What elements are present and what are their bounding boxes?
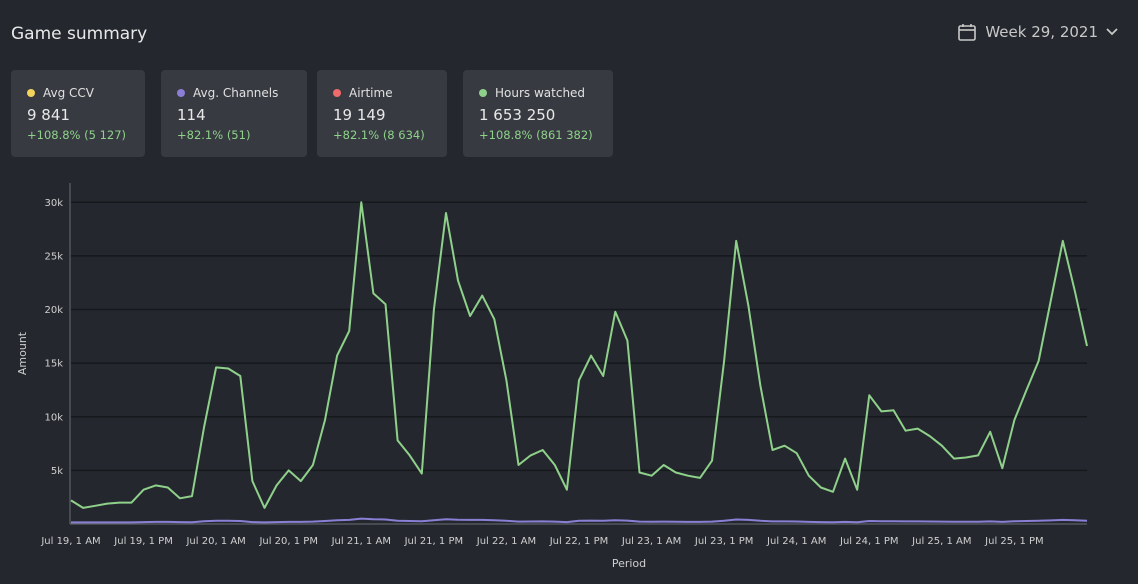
card-label: Airtime bbox=[349, 86, 393, 100]
x-tick-label: Jul 25, 1 AM bbox=[911, 536, 971, 547]
card-change: +82.1% (51) bbox=[177, 128, 251, 142]
x-tick-label: Jul 23, 1 AM bbox=[621, 536, 681, 547]
card-label-row: Avg CCV bbox=[27, 86, 129, 100]
legend-dot bbox=[27, 89, 35, 97]
legend-dot bbox=[333, 89, 341, 97]
card-change: +108.8% (861 382) bbox=[479, 128, 593, 142]
legend-dot bbox=[479, 89, 487, 97]
stat-card: Avg. Channels 114 +82.1% (51) bbox=[161, 70, 307, 157]
card-label-row: Airtime bbox=[333, 86, 431, 100]
x-tick-label: Jul 19, 1 AM bbox=[40, 536, 100, 547]
stat-card: Airtime 19 149 +82.1% (8 634) bbox=[317, 70, 447, 157]
x-tick-label: Jul 21, 1 AM bbox=[331, 536, 391, 547]
stat-card: Avg CCV 9 841 +108.8% (5 127) bbox=[11, 70, 145, 157]
x-tick-label: Jul 24, 1 PM bbox=[839, 536, 899, 547]
x-tick-label: Jul 24, 1 AM bbox=[766, 536, 826, 547]
card-value: 114 bbox=[177, 106, 206, 124]
y-tick-label: 25k bbox=[44, 251, 63, 262]
x-tick-label: Jul 23, 1 PM bbox=[694, 536, 754, 547]
card-change: +82.1% (8 634) bbox=[333, 128, 425, 142]
card-change: +108.8% (5 127) bbox=[27, 128, 127, 142]
chevron bbox=[1106, 28, 1118, 36]
period-label: Week 29, 2021 bbox=[985, 23, 1098, 41]
legend-dot bbox=[177, 89, 185, 97]
card-value: 1 653 250 bbox=[479, 106, 556, 124]
x-tick-label: Jul 22, 1 AM bbox=[476, 536, 536, 547]
y-tick-label: 30k bbox=[44, 198, 63, 209]
x-tick-label: Jul 22, 1 PM bbox=[549, 536, 609, 547]
x-axis-label: Period bbox=[612, 557, 646, 570]
y-axis-label: Amount bbox=[16, 331, 29, 375]
series-line bbox=[71, 517, 1088, 524]
card-label: Hours watched bbox=[495, 86, 586, 100]
stat-card: Hours watched 1 653 250 +108.8% (861 382… bbox=[463, 70, 613, 157]
card-value: 19 149 bbox=[333, 106, 386, 124]
y-tick-label: 15k bbox=[44, 359, 63, 370]
card-value: 9 841 bbox=[27, 106, 70, 124]
card-label: Avg. Channels bbox=[193, 86, 279, 100]
card-label-row: Hours watched bbox=[479, 86, 597, 100]
y-tick-label: 20k bbox=[44, 305, 63, 316]
series-line bbox=[70, 201, 1088, 509]
x-tick-label: Jul 20, 1 PM bbox=[258, 536, 318, 547]
y-tick-label: 10k bbox=[44, 412, 63, 423]
x-tick-label: Jul 25, 1 PM bbox=[984, 536, 1044, 547]
card-label: Avg CCV bbox=[43, 86, 95, 100]
card-label-row: Avg. Channels bbox=[177, 86, 291, 100]
x-tick-label: Jul 21, 1 PM bbox=[404, 536, 464, 547]
x-tick-label: Jul 20, 1 AM bbox=[185, 536, 245, 547]
period-selector[interactable]: Week 29, 2021 bbox=[957, 22, 1118, 42]
y-tick-label: 5k bbox=[51, 466, 63, 477]
x-tick-label: Jul 19, 1 PM bbox=[113, 536, 173, 547]
page-title: Game summary bbox=[11, 24, 148, 44]
calendar-icon bbox=[958, 24, 977, 41]
